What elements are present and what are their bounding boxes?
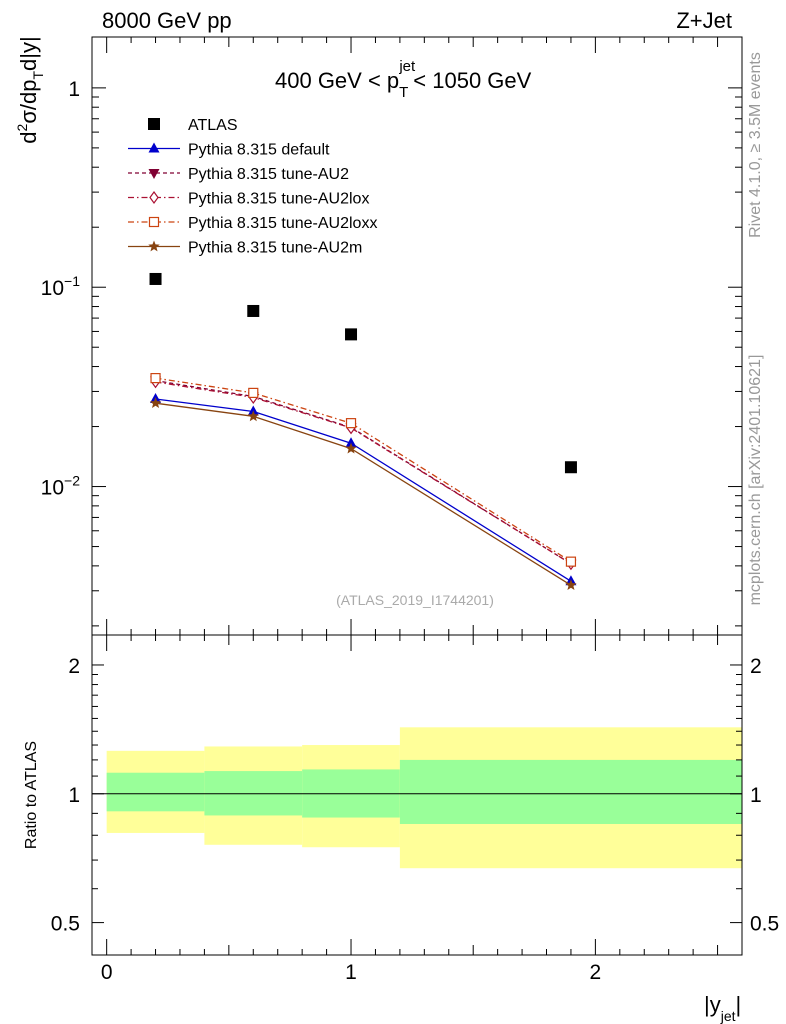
point-au2m-2	[345, 442, 357, 454]
watermark: (ATLAS_2019_I1744201)	[336, 592, 494, 608]
rivet-label: Rivet 4.1.0, ≥ 3.5M events	[747, 52, 764, 238]
ratio-ytick-label: 0.5	[51, 913, 80, 936]
inner-band-0	[106, 772, 205, 812]
legend-label-au2: Pythia 8.315 tune-AU2	[188, 166, 349, 183]
ratio-bands	[106, 727, 742, 869]
series-layer	[149, 272, 577, 591]
point-au2m-1	[247, 410, 259, 422]
series-default	[150, 392, 577, 586]
xtick-label: 1	[345, 961, 357, 984]
ratio-ylabel: Ratio to ATLAS	[23, 741, 40, 849]
series-line-au2lox	[155, 381, 572, 565]
header-left: 8000 GeV pp	[102, 8, 232, 33]
point-au2loxx-2	[345, 418, 357, 429]
point-au2m-3	[565, 579, 577, 591]
point-default-2	[345, 437, 357, 448]
point-au2loxx-3	[565, 556, 577, 567]
point-atlas-0	[149, 272, 162, 285]
series-atlas	[149, 272, 577, 474]
series-au2m	[149, 397, 577, 591]
legend-marker-default	[148, 142, 160, 153]
legend: ATLAS Pythia 8.315 default Pythia 8.315 tu…	[128, 117, 377, 257]
main-title: 400 GeV < pTjet < 1050 GeV	[275, 58, 532, 101]
series-au2	[150, 376, 577, 570]
series-line-au2loxx	[155, 377, 572, 563]
series-au2lox	[150, 375, 576, 571]
point-au2loxx-0	[150, 373, 161, 384]
main-ylabel: d2σ/dpTd|y|	[14, 36, 46, 143]
main-ytick-label: 1	[68, 78, 80, 101]
xtick-label: 2	[590, 961, 602, 984]
mcplots-label: mcplots.cern.ch [arXiv:2401.10621]	[747, 355, 764, 606]
ratio-ytick-label-right: 2	[750, 655, 762, 678]
main-axes: 1 10−1 10−2	[41, 36, 743, 636]
header-right: Z+Jet	[676, 8, 732, 33]
ratio-ytick-label-right: 1	[750, 784, 762, 807]
xtick-label: 0	[101, 961, 113, 984]
point-atlas-3	[564, 461, 577, 474]
x-axis-label: |yjet|	[704, 992, 741, 1024]
legend-marker-au2loxx	[148, 216, 160, 228]
legend-marker-au2	[148, 169, 160, 179]
ratio-ytick-label-right: 0.5	[750, 913, 779, 936]
legend-marker-atlas	[148, 118, 160, 130]
legend-label-au2m: Pythia 8.315 tune-AU2m	[188, 240, 362, 257]
legend-label-default: Pythia 8.315 default	[188, 142, 330, 159]
ratio-axes: 2 2 1 1 0.5 0.5 0 1 2	[51, 37, 779, 984]
point-au2loxx-1	[248, 387, 259, 398]
legend-marker-au2m	[148, 240, 160, 252]
point-atlas-1	[247, 304, 260, 317]
series-line-default	[155, 398, 572, 582]
main-ytick-label: 10−1	[41, 273, 81, 300]
legend-marker-au2lox	[149, 190, 159, 205]
point-au2m-0	[149, 397, 162, 409]
point-atlas-2	[345, 328, 358, 341]
inner-band-1	[204, 771, 303, 816]
series-line-au2	[155, 379, 572, 565]
ratio-ytick-label: 2	[68, 655, 80, 678]
series-line-au2m	[155, 402, 572, 586]
legend-label-au2loxx: Pythia 8.315 tune-AU2loxx	[188, 215, 377, 232]
ratio-ytick-label: 1	[68, 784, 80, 807]
series-au2loxx	[150, 373, 577, 567]
legend-label-atlas: ATLAS	[188, 117, 238, 134]
main-frame	[91, 36, 743, 636]
main-ytick-label: 10−2	[41, 473, 81, 500]
inner-band-3	[399, 759, 742, 824]
legend-label-au2lox: Pythia 8.315 tune-AU2lox	[188, 191, 369, 208]
